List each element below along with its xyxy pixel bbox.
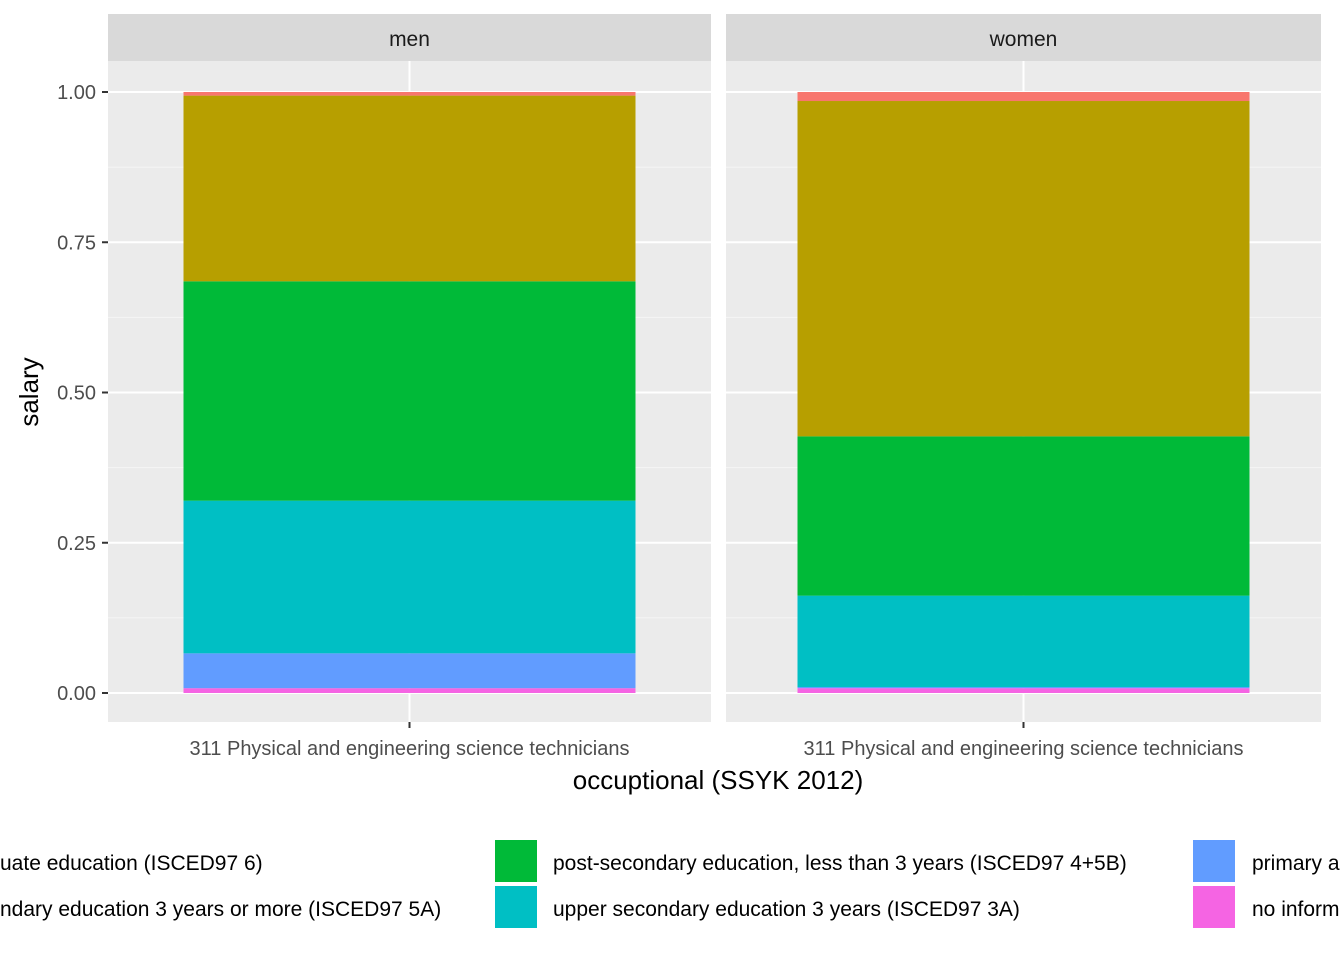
legend-label-2: post-secondary education, less than 3 ye… xyxy=(553,852,1127,875)
bar-segment-men-4 xyxy=(183,653,636,689)
facet-label: men xyxy=(389,28,430,51)
bar-segment-men-2 xyxy=(183,281,636,501)
y-tick-label: 0.50 xyxy=(57,383,96,405)
bar-segment-men-1 xyxy=(183,95,636,282)
legend-label-4: primary a xyxy=(1252,852,1340,875)
bar-segment-women-5 xyxy=(797,688,1250,693)
y-axis-title: salary xyxy=(14,357,44,426)
bar-segment-women-4 xyxy=(797,686,1250,689)
bar-segment-women-1 xyxy=(797,101,1250,437)
y-tick-label: 0.00 xyxy=(57,683,96,705)
bar-segment-men-0 xyxy=(183,92,636,96)
legend-label-0: uate education (ISCED97 6) xyxy=(0,852,263,875)
legend-key-4 xyxy=(1193,840,1235,882)
bar-segment-men-3 xyxy=(183,500,636,654)
y-tick-label: 1.00 xyxy=(57,82,96,104)
x-tick-label: 311 Physical and engineering science tec… xyxy=(190,738,630,760)
bar-segment-women-3 xyxy=(797,595,1250,687)
legend-label-1: ndary education 3 years or more (ISCED97… xyxy=(0,898,441,921)
legend-key-3 xyxy=(495,886,537,928)
facet-panel-women: women 311 Physical and engineering scienc… xyxy=(726,14,1321,760)
bar-segment-women-0 xyxy=(797,92,1250,102)
bar-segment-women-2 xyxy=(797,436,1250,596)
legend-label-3: upper secondary education 3 years (ISCED… xyxy=(553,898,1020,921)
legend-key-5 xyxy=(1193,886,1235,928)
x-axis-title: occuptional (SSYK 2012) xyxy=(573,765,864,795)
facet-strip xyxy=(108,14,711,61)
y-tick-label: 0.75 xyxy=(57,232,96,254)
bar-segment-men-5 xyxy=(183,688,636,693)
x-tick-label: 311 Physical and engineering science tec… xyxy=(804,738,1244,760)
legend-key-2 xyxy=(495,840,537,882)
facet-panel-men: men 311 Physical and engineering science … xyxy=(108,14,711,760)
facet-strip xyxy=(726,14,1321,61)
y-tick-label: 0.25 xyxy=(57,533,96,555)
legend: uate education (ISCED97 6) ndary educatio… xyxy=(0,840,1340,928)
facet-label: women xyxy=(989,28,1058,51)
legend-label-5: no inform xyxy=(1252,898,1340,921)
